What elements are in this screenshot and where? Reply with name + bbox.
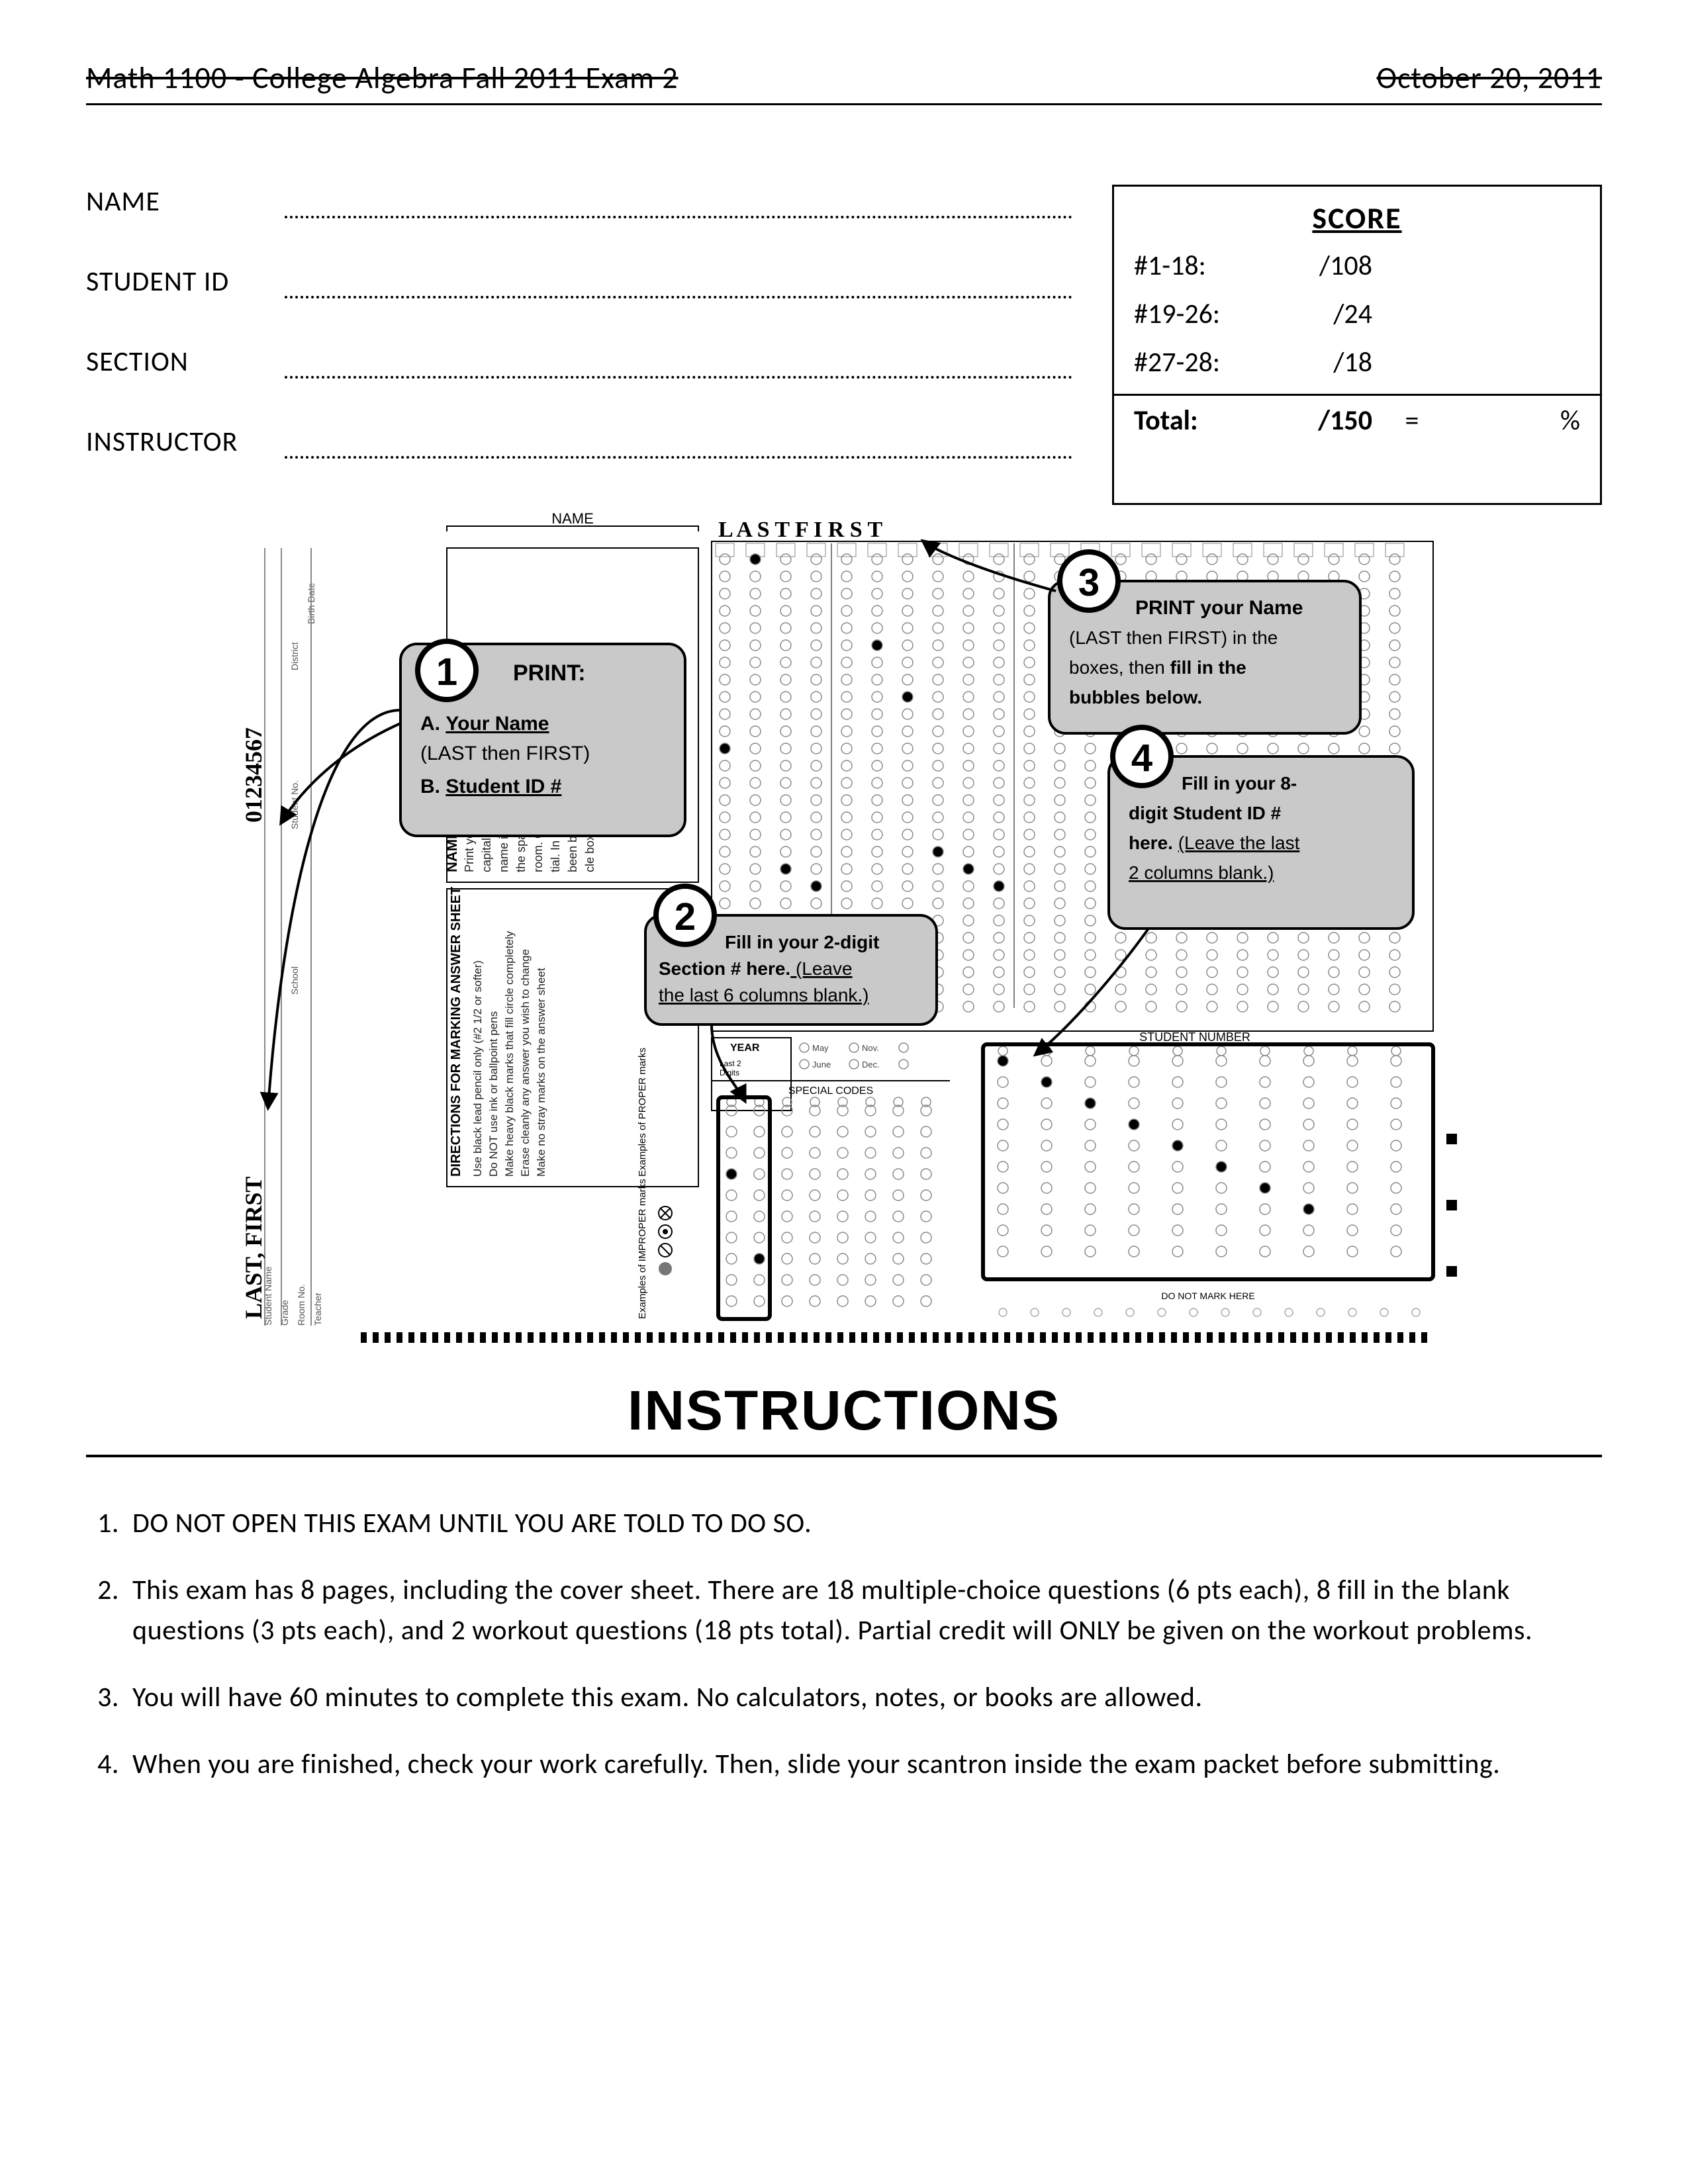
handwritten-name-top: L A S T F I R S T (718, 518, 883, 542)
header-left: Math 1100 - College Algebra Fall 2011 Ex… (86, 60, 679, 97)
svg-text:4: 4 (1131, 737, 1152, 780)
blank-section[interactable] (285, 348, 1072, 379)
blank-name[interactable] (285, 188, 1072, 218)
side-label: District (289, 642, 300, 670)
svg-text:2 columns blank.): 2 columns blank.) (1129, 862, 1274, 883)
svg-text:Make no stray marks on the ans: Make no stray marks on the answer sheet (535, 968, 547, 1177)
svg-text:A. Your Name: A. Your Name (420, 713, 549, 735)
svg-text:3: 3 (1078, 561, 1100, 604)
svg-text:Fill in your 2-digit: Fill in your 2-digit (725, 932, 879, 952)
svg-text:Use black lead pencil only (#2: Use black lead pencil only (#2 1/2 or so… (471, 960, 484, 1177)
instruction-item: You will have 60 minutes to complete thi… (126, 1678, 1602, 1718)
instructions-list: DO NOT OPEN THIS EXAM UNTIL YOU ARE TOLD… (86, 1504, 1602, 1784)
score-eq: = (1372, 404, 1452, 437)
svg-text:Make heavy black marks that fi: Make heavy black marks that fill circle … (503, 931, 516, 1177)
instruction-item: This exam has 8 pages, including the cov… (126, 1570, 1602, 1651)
instructions-heading: INSTRUCTIONS (86, 1379, 1602, 1443)
svg-text:YEAR: YEAR (730, 1042, 760, 1054)
svg-text:the last 6 columns blank.): the last 6 columns blank.) (659, 985, 869, 1005)
svg-text:STUDENT NUMBER: STUDENT NUMBER (1139, 1030, 1250, 1044)
side-label: School (289, 966, 300, 995)
svg-text:Section # here. (Leave: Section # here. (Leave (659, 958, 853, 979)
instruction-item: When you are finished, check your work c… (126, 1745, 1602, 1785)
handwritten-name-side: LAST, FIRST (240, 1177, 267, 1319)
label-section: SECTION (86, 345, 285, 379)
header-rule (86, 103, 1602, 105)
svg-text:boxes, then fill in the: boxes, then fill in the (1069, 657, 1246, 678)
score-row-label: #19-26: (1134, 297, 1266, 331)
svg-text:bubbles below.: bubbles below. (1069, 687, 1202, 707)
svg-text:Do NOT use ink or ballpoint pe: Do NOT use ink or ballpoint pens (487, 1011, 500, 1177)
svg-text:digit Student ID #: digit Student ID # (1129, 803, 1282, 823)
side-label: Teacher (312, 1293, 323, 1326)
label-studentid: STUDENT ID (86, 265, 285, 298)
page-header: Math 1100 - College Algebra Fall 2011 Ex… (86, 60, 1602, 97)
score-row-value: /24 (1266, 297, 1372, 331)
svg-text:Examples of PROPER marks: Examples of PROPER marks (637, 1048, 648, 1177)
svg-text:(LAST then FIRST) in the: (LAST then FIRST) in the (1069, 627, 1278, 648)
score-row-value: /18 (1266, 345, 1372, 379)
score-box: SCORE #1-18:/108 #19-26:/24 #27-28:/18 T… (1112, 185, 1602, 505)
svg-text:PRINT:: PRINT: (513, 660, 586, 686)
callout-3: 3 PRINT your Name (LAST then FIRST) in t… (923, 541, 1360, 733)
instruction-item: DO NOT OPEN THIS EXAM UNTIL YOU ARE TOLD… (126, 1504, 1602, 1544)
label-name: NAME (86, 185, 285, 218)
id-fields: NAME STUDENT ID SECTION INSTRUCTOR (86, 185, 1112, 505)
blank-instructor[interactable] (285, 428, 1072, 459)
svg-text:PRINT your Name: PRINT your Name (1135, 597, 1303, 619)
svg-text:B. Student ID #: B. Student ID # (420, 776, 562, 797)
header-right: October 20, 2011 (1377, 60, 1602, 97)
svg-text:Examples of IMPROPER marks: Examples of IMPROPER marks (637, 1179, 648, 1319)
name-bracket-label: NAME (551, 512, 594, 527)
score-divider (1114, 394, 1600, 396)
svg-text:June: June (812, 1060, 831, 1069)
svg-text:DO NOT MARK HERE: DO NOT MARK HERE (1161, 1291, 1254, 1301)
scantron-figure: NAME L A S T F I R S T Student Name Grad… (222, 512, 1466, 1345)
svg-text:here. (Leave the last: here. (Leave the last (1129, 833, 1300, 853)
blank-studentid[interactable] (285, 268, 1072, 298)
instructions-rule (86, 1455, 1602, 1457)
label-instructor: INSTRUCTOR (86, 425, 285, 459)
side-label: Room No. (296, 1284, 306, 1326)
svg-text:Erase cleanly any answer you w: Erase cleanly any answer you wish to cha… (519, 949, 532, 1177)
svg-text:Dec.: Dec. (862, 1060, 880, 1069)
score-row-value: /108 (1266, 249, 1372, 283)
handwritten-sid-side: 01234567 (240, 727, 267, 823)
directions-title: DIRECTIONS FOR MARKING ANSWER SHEET (449, 887, 463, 1177)
score-pct: % (1452, 404, 1580, 437)
score-row-label: #1-18: (1134, 249, 1266, 283)
score-total-value: /150 (1266, 404, 1372, 437)
svg-text:1: 1 (436, 651, 457, 694)
svg-text:May: May (812, 1043, 829, 1053)
svg-text:2: 2 (675, 895, 696, 938)
score-title: SCORE (1134, 200, 1580, 237)
svg-text:(LAST then FIRST): (LAST then FIRST) (420, 743, 590, 764)
score-total-label: Total: (1134, 404, 1266, 437)
score-row-label: #27-28: (1134, 345, 1266, 379)
svg-text:Fill in your 8-: Fill in your 8- (1182, 773, 1297, 794)
svg-text:Nov.: Nov. (862, 1043, 879, 1053)
svg-text:SPECIAL CODES: SPECIAL CODES (788, 1085, 873, 1097)
